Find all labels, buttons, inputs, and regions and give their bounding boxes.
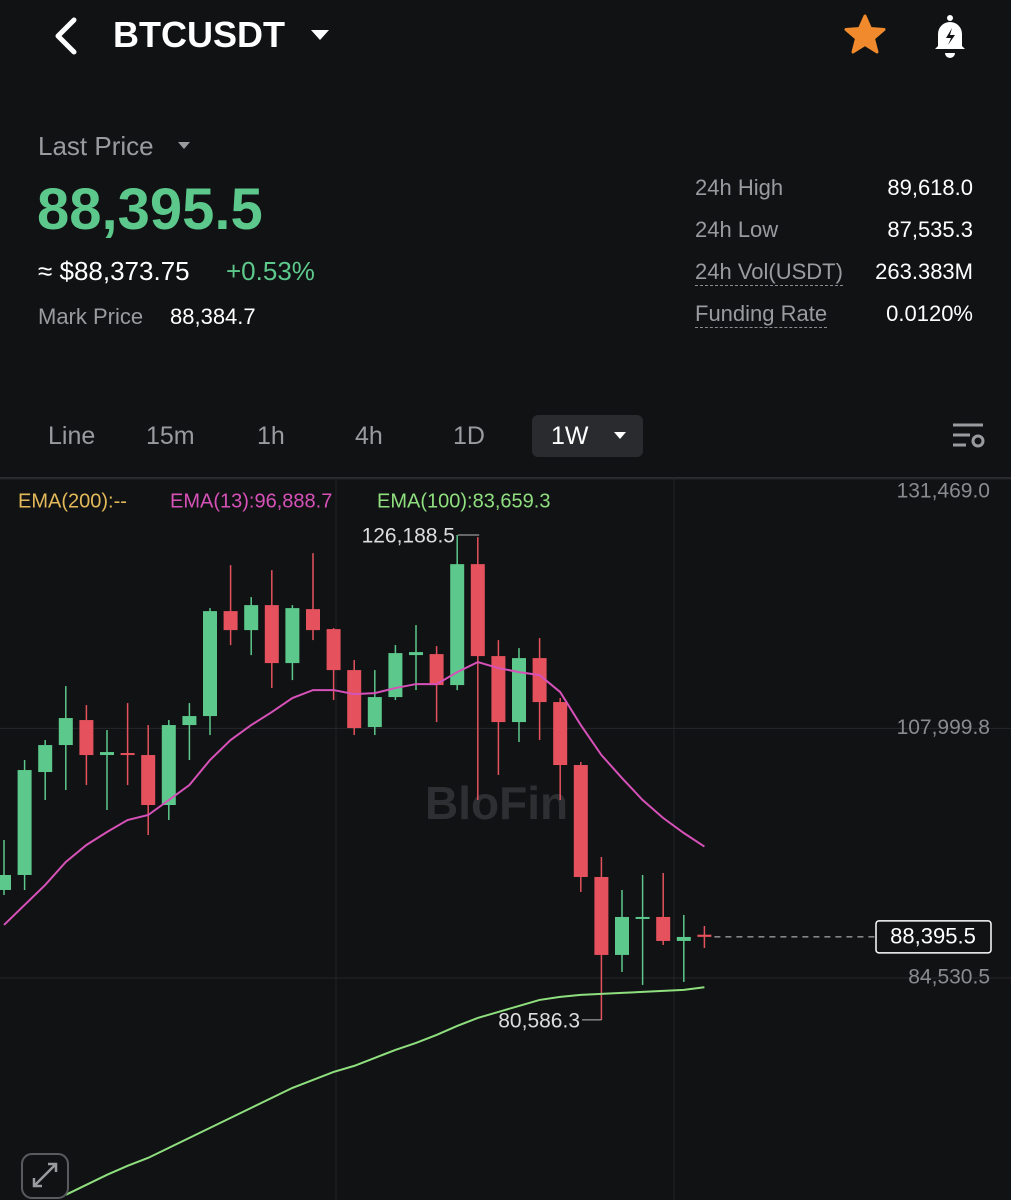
candle-body — [100, 752, 114, 756]
stat-value: 263.383M — [875, 259, 973, 284]
high-label: 126,188.5 — [362, 525, 455, 548]
y-tick-label: 107,999.8 — [897, 716, 990, 739]
tab[interactable]: 4h — [355, 422, 383, 450]
back-button[interactable] — [48, 16, 84, 56]
candle-body — [470, 564, 485, 657]
candle-body — [0, 874, 11, 890]
mark-price: 88,384.7 — [170, 304, 256, 329]
candle-body — [17, 770, 32, 875]
candle-body — [409, 652, 423, 656]
expand-button[interactable] — [20, 1152, 70, 1200]
stat-value: 89,618.0 — [887, 175, 973, 200]
legend-entry: EMA(100):83,659.3 — [377, 490, 550, 512]
candle-body — [676, 936, 691, 941]
candle-body — [656, 916, 671, 941]
candle-body — [326, 629, 341, 671]
approx-price: ≈ $88,373.75 — [38, 256, 190, 286]
candle-body — [367, 697, 382, 728]
candle-body — [512, 658, 526, 723]
candle-body — [347, 670, 362, 729]
stat-label[interactable]: 24h Vol(USDT) — [695, 259, 843, 286]
candle-body — [594, 876, 609, 955]
candle-body — [573, 765, 588, 877]
candle-body — [635, 916, 650, 919]
candle-body — [491, 656, 506, 723]
tab-dropdown[interactable] — [613, 431, 627, 441]
legend-entry: EMA(13):96,888.7 — [170, 490, 332, 512]
candle-body — [38, 745, 53, 773]
candle-body — [306, 609, 320, 631]
candle-body — [182, 716, 197, 726]
candle-body — [285, 608, 300, 664]
symbol[interactable]: BTCUSDT — [113, 14, 285, 55]
tab[interactable]: Line — [48, 422, 96, 450]
candle-body — [203, 611, 217, 717]
candle-body — [244, 605, 259, 631]
candle-body — [429, 654, 444, 686]
alert-bell[interactable] — [930, 14, 970, 58]
candle-body — [223, 611, 238, 631]
stat-label[interactable]: Funding Rate — [695, 301, 828, 328]
candle-body — [697, 934, 712, 937]
stat-value: 87,535.3 — [887, 217, 973, 242]
candle-body — [264, 605, 279, 664]
favorite-star[interactable] — [844, 14, 886, 56]
candle-body — [553, 702, 568, 766]
ema-line — [65, 986, 705, 1196]
last-price: 88,395.5 — [37, 177, 263, 242]
last-price-label[interactable]: Last Price — [38, 131, 154, 161]
y-tick-label: 84,530.5 — [908, 966, 990, 989]
last-price-label: 88,395.5 — [890, 924, 976, 949]
last-price-dropdown[interactable] — [177, 141, 191, 151]
last-price-box — [875, 920, 992, 954]
tab[interactable]: 1D — [453, 422, 485, 450]
candle-body — [388, 653, 403, 698]
candle-body — [79, 720, 94, 756]
watermark: BloFin — [425, 777, 568, 829]
price-change: +0.53% — [226, 256, 315, 286]
mark-price-label: Mark Price — [38, 304, 144, 329]
stat-label: 24h High — [695, 175, 784, 200]
candle-body — [615, 916, 629, 955]
candle-body — [120, 753, 135, 756]
chart-settings[interactable] — [950, 420, 988, 452]
candle-body — [450, 564, 465, 686]
chart: BloFin 131,469.0 107,999.8 84,530.5 EMA(200)… — [0, 477, 1011, 1200]
low-label: 80,586.3 — [498, 1009, 580, 1032]
tab[interactable]: 15m — [146, 422, 195, 450]
active-tab-bg — [532, 415, 643, 457]
tab[interactable]: 1h — [257, 422, 285, 450]
candle-body — [532, 658, 547, 703]
y-tick-label: 131,469.0 — [897, 480, 990, 503]
candle-body — [141, 755, 156, 806]
ema-line — [3, 661, 705, 926]
symbol-dropdown[interactable] — [310, 28, 332, 42]
tab-active[interactable]: 1W — [551, 422, 589, 450]
candle-body — [58, 718, 73, 746]
legend-entry: EMA(200):-- — [18, 490, 127, 512]
stat-value: 0.0120% — [886, 301, 973, 326]
stat-label: 24h Low — [695, 217, 779, 242]
candle-body — [161, 725, 176, 806]
